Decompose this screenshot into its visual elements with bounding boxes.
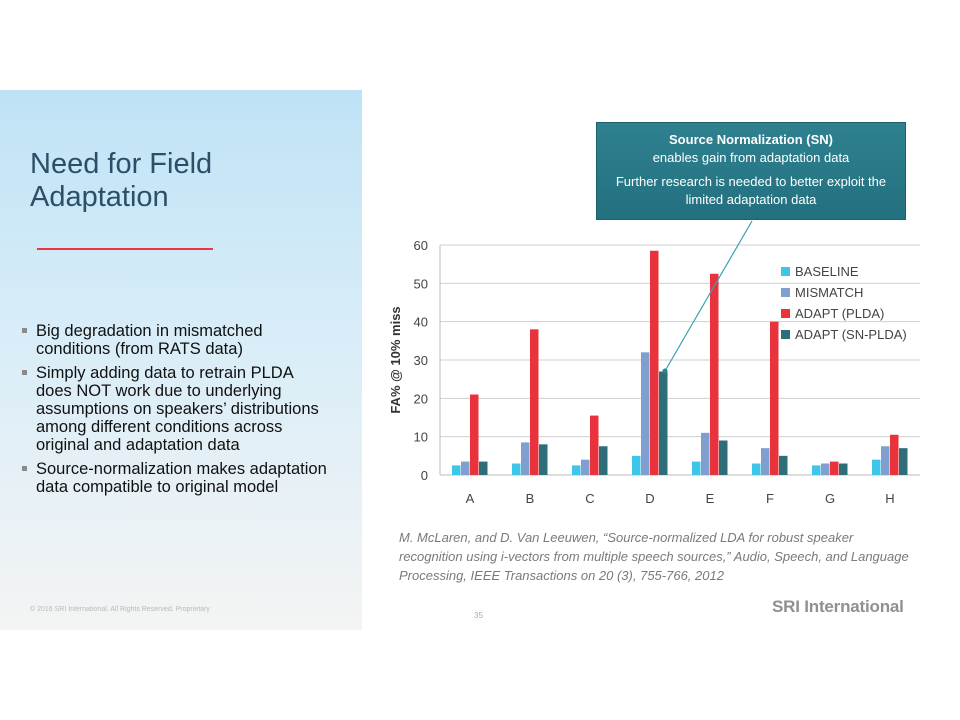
bar-adapt-plda--G (830, 461, 839, 475)
bar-mismatch-G (821, 463, 830, 475)
bullet-icon (22, 466, 27, 471)
bar-adapt-plda--E (710, 273, 719, 475)
legend-swatch (781, 330, 790, 339)
bar-adapt-plda--C (590, 415, 599, 475)
callout-line1: enables gain from adaptation data (652, 150, 850, 165)
y-tick-label: 60 (414, 238, 428, 253)
bar-baseline-G (812, 465, 821, 475)
legend-label: ADAPT (PLDA) (795, 306, 884, 321)
callout-box: Source Normalization (SN) enables gain f… (596, 122, 906, 220)
legend-swatch (781, 267, 790, 276)
bar-baseline-C (572, 465, 581, 475)
bar-mismatch-D (641, 352, 650, 475)
legend-swatch (781, 309, 790, 318)
bullet-item: Simply adding data to retrain PLDA does … (22, 364, 332, 454)
page-number: 35 (474, 611, 483, 620)
legend-label: BASELINE (795, 264, 859, 279)
callout-pointer-dot (662, 368, 668, 374)
bar-adapt-sn-plda--D (659, 371, 668, 475)
sri-logo: SRI International (772, 597, 904, 616)
bar-adapt-sn-plda--G (839, 463, 848, 475)
bar-mismatch-B (521, 442, 530, 475)
footer-copyright: © 2016 SRI International. All Rights Res… (30, 606, 210, 613)
x-tick-label: C (585, 491, 594, 506)
bar-adapt-sn-plda--B (539, 444, 548, 475)
bar-baseline-E (692, 461, 701, 475)
slide-left-panel (0, 90, 362, 630)
x-tick-label: F (766, 491, 774, 506)
bar-mismatch-H (881, 446, 890, 475)
bar-adapt-sn-plda--F (779, 455, 788, 475)
bullet-list: Big degradation in mismatched conditions… (22, 322, 332, 502)
x-tick-label: H (885, 491, 894, 506)
y-tick-label: 40 (414, 315, 428, 330)
bar-adapt-sn-plda--C (599, 446, 608, 475)
bullet-icon (22, 328, 27, 333)
callout-pointer (664, 220, 753, 372)
bullet-item: Source-normalization makes adaptation da… (22, 460, 332, 496)
bar-baseline-H (872, 459, 881, 475)
bar-mismatch-F (761, 448, 770, 475)
bar-mismatch-E (701, 432, 710, 475)
y-tick-label: 10 (414, 430, 428, 445)
y-axis-label: FA% @ 10% miss (388, 306, 403, 413)
y-tick-label: 20 (414, 391, 428, 406)
bar-baseline-F (752, 463, 761, 475)
bar-adapt-sn-plda--H (899, 448, 908, 475)
bar-adapt-sn-plda--A (479, 461, 488, 475)
callout-line2: Further research is needed to better exp… (615, 174, 887, 207)
bar-baseline-A (452, 465, 461, 475)
bar-adapt-plda--D (650, 250, 659, 475)
bar-adapt-plda--F (770, 321, 779, 475)
bar-mismatch-A (461, 461, 470, 475)
slide-title: Need for Field Adaptation (30, 148, 213, 213)
x-tick-label: E (706, 491, 715, 506)
bar-adapt-plda--B (530, 329, 539, 475)
legend-swatch (781, 288, 790, 297)
bar-baseline-B (512, 463, 521, 475)
y-tick-label: 30 (414, 353, 428, 368)
bullet-text: Simply adding data to retrain PLDA does … (36, 364, 319, 454)
bullet-text: Source-normalization makes adaptation da… (36, 460, 327, 496)
y-tick-label: 50 (414, 276, 428, 291)
bar-baseline-D (632, 455, 641, 475)
bullet-icon (22, 370, 27, 375)
x-tick-label: B (526, 491, 535, 506)
bullet-item: Big degradation in mismatched conditions… (22, 322, 332, 358)
x-tick-label: D (645, 491, 654, 506)
bar-adapt-plda--A (470, 394, 479, 475)
title-underline (37, 248, 213, 250)
x-tick-label: A (466, 491, 475, 506)
bullet-text: Big degradation in mismatched conditions… (36, 322, 263, 358)
bar-adapt-plda--H (890, 434, 899, 475)
y-tick-label: 0 (421, 468, 428, 483)
callout-title: Source Normalization (SN) (669, 132, 833, 147)
bar-mismatch-C (581, 459, 590, 475)
citation: M. McLaren, and D. Van Leeuwen, “Source-… (399, 530, 909, 583)
bar-adapt-sn-plda--E (719, 440, 728, 475)
legend-label: ADAPT (SN-PLDA) (795, 327, 907, 342)
legend-label: MISMATCH (795, 285, 863, 300)
x-tick-label: G (825, 491, 835, 506)
